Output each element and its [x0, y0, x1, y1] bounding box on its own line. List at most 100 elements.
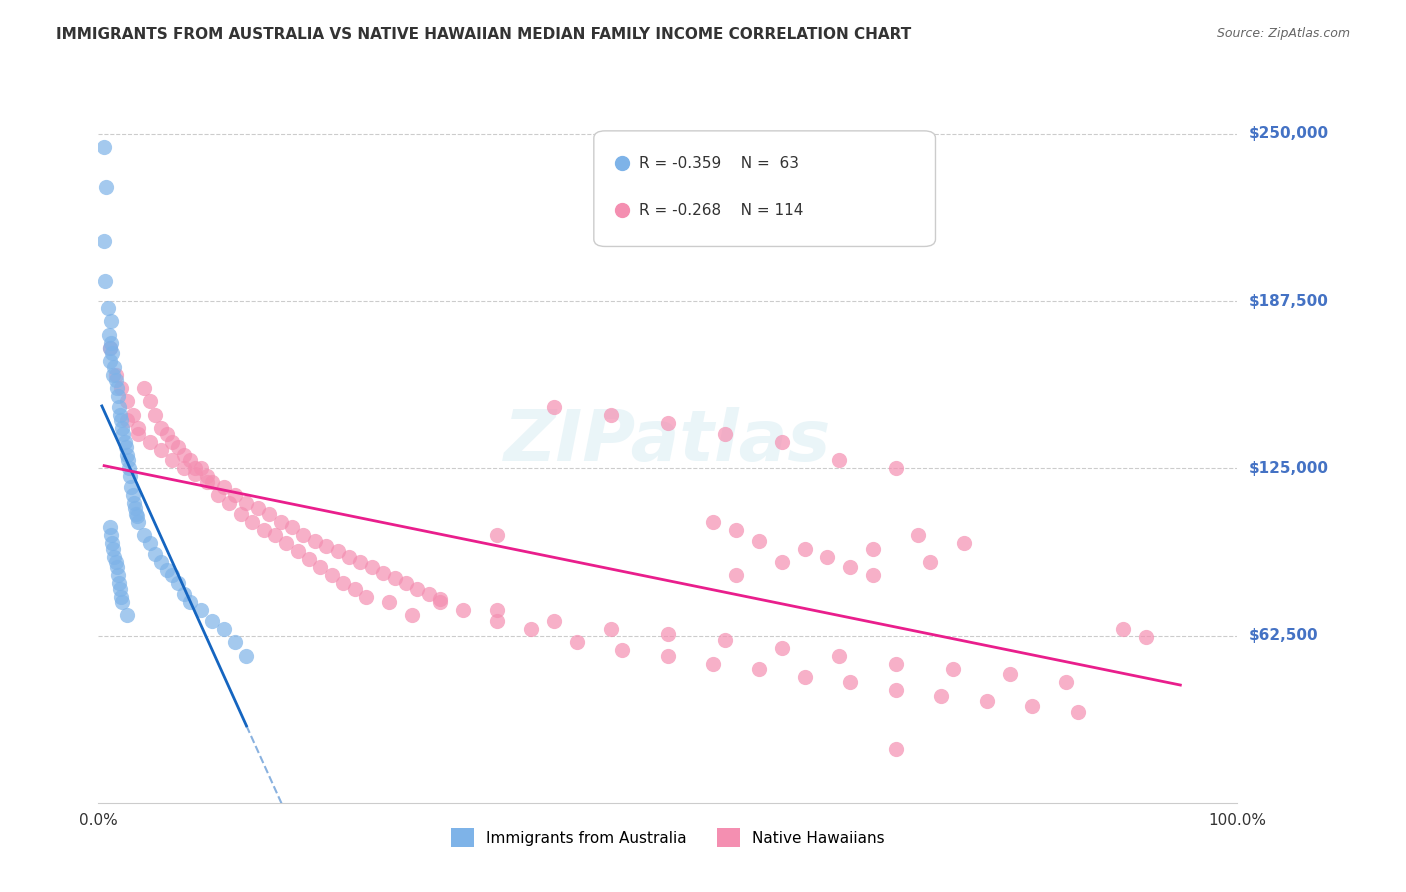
Point	[326, 544, 349, 558]
Point	[212, 622, 235, 636]
Point	[190, 461, 212, 475]
Point	[770, 640, 793, 655]
Point	[107, 568, 129, 582]
Point	[235, 496, 257, 510]
Point	[94, 274, 117, 288]
Point	[98, 341, 121, 355]
Point	[612, 643, 634, 657]
Point	[110, 413, 132, 427]
Point	[315, 539, 337, 553]
Point	[104, 555, 127, 569]
Point	[953, 536, 976, 550]
Text: $125,000: $125,000	[1249, 461, 1329, 475]
Point	[828, 648, 851, 663]
Point	[114, 440, 136, 454]
Point	[1112, 622, 1135, 636]
Point	[97, 327, 120, 342]
Point	[252, 523, 274, 537]
Point	[127, 509, 149, 524]
Point	[120, 469, 142, 483]
Point	[281, 520, 304, 534]
Point	[173, 461, 195, 475]
Point	[702, 657, 724, 671]
Point	[107, 389, 129, 403]
Point	[195, 469, 218, 483]
Point	[725, 523, 748, 537]
Point	[486, 614, 509, 628]
Point	[103, 359, 125, 374]
Point	[103, 368, 125, 382]
Point	[108, 582, 131, 596]
Point	[101, 536, 124, 550]
Point	[98, 520, 121, 534]
Point	[998, 667, 1021, 681]
Point	[565, 635, 588, 649]
Point	[429, 592, 451, 607]
Point	[114, 434, 136, 449]
Point	[93, 140, 115, 154]
Point	[127, 421, 149, 435]
Point	[111, 421, 134, 435]
Point	[884, 461, 907, 475]
Point	[138, 394, 160, 409]
Point	[942, 662, 965, 676]
Point	[224, 635, 246, 649]
Point	[235, 648, 257, 663]
Point	[1067, 705, 1090, 719]
Point	[354, 590, 377, 604]
Point	[118, 461, 141, 475]
Point	[105, 560, 128, 574]
Point	[298, 552, 321, 566]
Point	[520, 622, 543, 636]
Point	[828, 453, 851, 467]
Point	[725, 568, 748, 582]
Point	[815, 549, 838, 564]
Point	[332, 576, 354, 591]
Point	[98, 354, 121, 368]
Text: $62,500: $62,500	[1249, 628, 1319, 643]
Point	[93, 234, 115, 248]
Point	[150, 442, 173, 457]
Point	[1021, 699, 1043, 714]
Point	[121, 408, 143, 422]
Point	[418, 587, 440, 601]
Point	[748, 533, 770, 548]
Point	[657, 416, 679, 430]
Point	[108, 408, 131, 422]
Point	[110, 590, 132, 604]
Point	[117, 453, 139, 467]
Point	[156, 426, 179, 441]
Point	[173, 448, 195, 462]
Point	[259, 507, 281, 521]
Point	[401, 608, 423, 623]
Point	[101, 346, 124, 360]
Point	[98, 341, 121, 355]
Point	[190, 603, 212, 617]
Point	[124, 501, 146, 516]
Text: $250,000: $250,000	[1249, 127, 1329, 141]
Point	[127, 515, 149, 529]
Point	[145, 547, 167, 561]
Point	[337, 549, 360, 564]
Point	[384, 571, 406, 585]
Point	[201, 475, 224, 489]
Text: R = -0.359    N =  63: R = -0.359 N = 63	[640, 156, 800, 171]
Point	[150, 555, 173, 569]
Point	[884, 683, 907, 698]
Point	[229, 507, 252, 521]
Point	[600, 408, 623, 422]
Text: ZIPatlas: ZIPatlas	[505, 407, 831, 476]
Point	[349, 555, 371, 569]
Point	[138, 434, 160, 449]
Point	[167, 440, 190, 454]
Point	[240, 515, 263, 529]
Point	[1054, 675, 1078, 690]
Text: IMMIGRANTS FROM AUSTRALIA VS NATIVE HAWAIIAN MEDIAN FAMILY INCOME CORRELATION CH: IMMIGRANTS FROM AUSTRALIA VS NATIVE HAWA…	[56, 27, 911, 42]
Point	[224, 488, 246, 502]
Point	[105, 381, 128, 395]
Point	[543, 400, 565, 414]
Point	[100, 528, 122, 542]
Point	[195, 475, 218, 489]
Point	[108, 576, 131, 591]
Point	[127, 426, 149, 441]
